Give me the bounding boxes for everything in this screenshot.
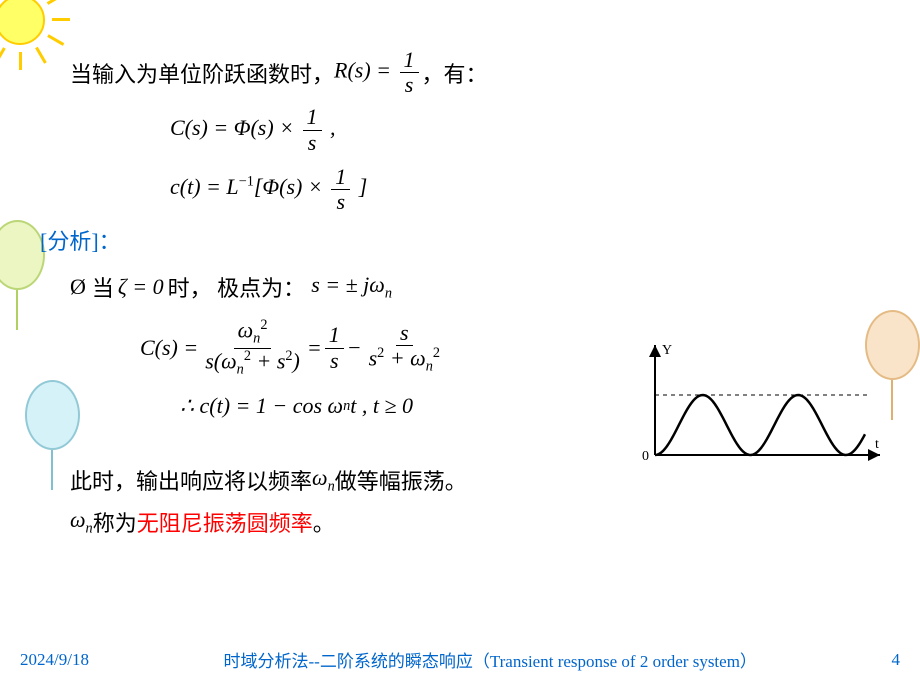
concl-pre: 此时，输出响应将以频率 — [70, 464, 312, 496]
poles-sub: n — [385, 285, 392, 301]
f3d-sub: n — [426, 359, 433, 375]
f1d-sub: n — [237, 361, 244, 377]
f1n-w: ω — [238, 317, 254, 342]
wn-sub: n — [328, 478, 335, 494]
rs-den: s — [401, 73, 418, 97]
cs2-eq: = — [307, 335, 322, 361]
case1-line: Ø 当 ζ = 0 时， 极点为： s = ± jωn — [70, 271, 880, 303]
ct1-mid: [Φ(s) × — [254, 174, 328, 199]
f3-num: s — [396, 321, 413, 346]
cs1-den: s — [304, 131, 321, 155]
slide-content: 当输入为单位阶跃函数时， R(s) = 1 s ，有： C(s) = Φ(s) … — [70, 48, 880, 546]
freq-omega: ωn — [70, 507, 93, 537]
balloon-string — [891, 380, 893, 420]
therefore-sub: n — [343, 398, 350, 415]
svg-text:t: t — [875, 437, 879, 452]
poles-main: s = ± jω — [311, 272, 385, 297]
f3d-sup2: 2 — [433, 345, 440, 361]
footer-date: 2024/9/18 — [20, 650, 89, 670]
sun-ray — [52, 18, 70, 21]
case1-pre: 当 — [92, 271, 114, 303]
balloon-string — [16, 290, 18, 330]
balloon-string — [51, 450, 53, 490]
cs2-f1-den: s(ωn2 + s2) — [201, 349, 304, 378]
sun-core — [0, 0, 45, 45]
zeta-eq: ζ = 0 — [118, 274, 164, 300]
sun-ray — [19, 52, 22, 70]
svg-text:Y: Y — [662, 343, 672, 358]
cs2-frac3: s s2 + ωn2 — [365, 321, 444, 376]
line-input: 当输入为单位阶跃函数时， R(s) = 1 s ，有： — [70, 48, 880, 97]
text-input-post: ，有： — [422, 57, 488, 89]
concl-post: 做等幅振荡。 — [335, 464, 467, 496]
freq-pre: 称为 — [93, 506, 137, 538]
concl-omega: ωn — [312, 465, 335, 495]
freq-post: 。 — [313, 506, 335, 538]
therefore-main: ∴ c(t) = 1 − cos ω — [180, 393, 343, 419]
cs2-frac2: 1 s — [325, 323, 344, 372]
ct1-pre: c(t) = L — [170, 174, 239, 199]
case1-mid: 时， 极点为： — [168, 271, 306, 303]
eq-cs: C(s) = Φ(s) × 1 s , — [170, 105, 880, 154]
ct-expr: c(t) = L−1[Φ(s) × 1 s ] — [170, 174, 367, 199]
text-input-pre: 当输入为单位阶跃函数时， — [70, 57, 334, 89]
f1d-3: ) — [293, 348, 300, 373]
f1d-1: s(ω — [205, 348, 236, 373]
svg-text:0: 0 — [642, 449, 649, 464]
f1d-sup2: 2 — [285, 348, 292, 364]
ct1-frac: 1 s — [331, 165, 350, 214]
rs-frac: 1 s — [400, 48, 419, 97]
balloon-decoration — [0, 220, 45, 290]
therefore-end: t , t ≥ 0 — [350, 393, 413, 419]
cs1-end: , — [330, 115, 336, 140]
slide-footer: 2024/9/18 时域分析法--二阶系统的瞬态响应（Transient res… — [20, 647, 900, 672]
math-rs: R(s) = 1 s — [334, 48, 422, 97]
f2-num: 1 — [325, 323, 344, 348]
cs-expr: C(s) = Φ(s) × 1 s , — [170, 115, 336, 140]
analysis-label: [分析]： — [40, 224, 880, 256]
footer-page: 4 — [892, 650, 901, 670]
cs1-frac: 1 s — [303, 105, 322, 154]
ct1-num: 1 — [331, 165, 350, 190]
sun-ray — [35, 47, 47, 64]
eq-ct: c(t) = L−1[Φ(s) × 1 s ] — [170, 165, 880, 214]
oscillation-graph: Yt 0 — [630, 340, 890, 470]
footer-title: 时域分析法--二阶系统的瞬态响应（Transient response of 2… — [129, 647, 852, 672]
poles-expr: s = ± jωn — [311, 272, 392, 302]
f2-den: s — [326, 349, 343, 373]
sun-ray — [47, 0, 64, 5]
f3d-2: + ω — [384, 345, 425, 370]
bullet-symbol: Ø — [70, 274, 86, 300]
f3d-1: s — [369, 345, 378, 370]
cs2-frac1: ωn2 s(ωn2 + s2) — [201, 318, 304, 378]
sun-decoration — [0, 0, 70, 70]
freq-red: 无阻尼振荡圆频率 — [137, 506, 313, 538]
ct1-sup: −1 — [239, 174, 254, 190]
cs2-lhs: C(s) = — [140, 335, 198, 361]
sun-ray — [47, 34, 64, 46]
freq-label-line: ωn 称为 无阻尼振荡圆频率 。 — [70, 506, 880, 538]
ct1-den: s — [332, 190, 349, 214]
rs-lhs: R(s) = — [334, 58, 397, 83]
f1d-2: + s — [251, 348, 285, 373]
wn2: ω — [70, 507, 86, 532]
cs1-num: 1 — [303, 105, 322, 130]
cs1-lhs: C(s) = Φ(s) × — [170, 115, 300, 140]
f1n-sub: n — [253, 331, 260, 347]
cs2-minus: − — [347, 335, 362, 361]
f1d-sup: 2 — [244, 348, 251, 364]
f3-den: s2 + ωn2 — [365, 346, 444, 375]
cs2-f1-num: ωn2 — [234, 318, 272, 348]
rs-num: 1 — [400, 48, 419, 73]
wn: ω — [312, 465, 328, 490]
wn2-sub: n — [86, 520, 93, 536]
f1n-sup: 2 — [260, 317, 267, 333]
sun-ray — [0, 47, 6, 64]
ct1-end: ] — [359, 174, 368, 199]
